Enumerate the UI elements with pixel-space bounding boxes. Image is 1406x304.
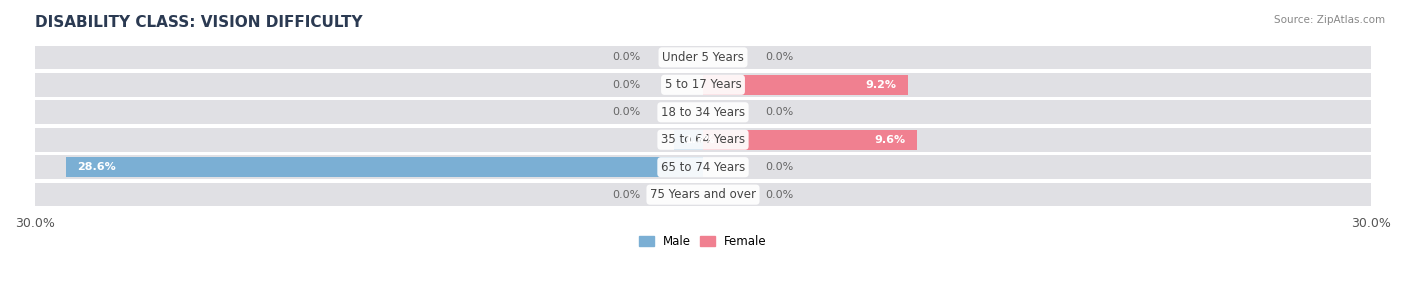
- Bar: [35, 183, 1371, 206]
- Text: 0.0%: 0.0%: [765, 162, 793, 172]
- Text: 0.0%: 0.0%: [765, 190, 793, 200]
- Text: 9.6%: 9.6%: [875, 135, 905, 145]
- Bar: [35, 46, 1371, 69]
- Text: 0.0%: 0.0%: [613, 107, 641, 117]
- Bar: [703, 130, 917, 150]
- Text: 5 to 17 Years: 5 to 17 Years: [665, 78, 741, 91]
- Text: 0.0%: 0.0%: [765, 52, 793, 62]
- Text: Source: ZipAtlas.com: Source: ZipAtlas.com: [1274, 15, 1385, 25]
- Text: 65 to 74 Years: 65 to 74 Years: [661, 161, 745, 174]
- Text: 0.0%: 0.0%: [613, 52, 641, 62]
- Text: 35 to 64 Years: 35 to 64 Years: [661, 133, 745, 146]
- Legend: Male, Female: Male, Female: [634, 230, 772, 253]
- Bar: [35, 100, 1371, 124]
- Text: 75 Years and over: 75 Years and over: [650, 188, 756, 201]
- Text: 0.0%: 0.0%: [613, 80, 641, 90]
- Bar: [35, 73, 1371, 97]
- Bar: [673, 130, 703, 150]
- Text: 28.6%: 28.6%: [77, 162, 117, 172]
- Text: 18 to 34 Years: 18 to 34 Years: [661, 106, 745, 119]
- Text: 9.2%: 9.2%: [866, 80, 897, 90]
- Bar: [66, 157, 703, 177]
- Bar: [35, 128, 1371, 151]
- Text: Under 5 Years: Under 5 Years: [662, 51, 744, 64]
- Text: 1.3%: 1.3%: [685, 135, 716, 145]
- Bar: [35, 155, 1371, 179]
- Bar: [703, 75, 908, 95]
- Text: 0.0%: 0.0%: [613, 190, 641, 200]
- Text: 0.0%: 0.0%: [765, 107, 793, 117]
- Text: DISABILITY CLASS: VISION DIFFICULTY: DISABILITY CLASS: VISION DIFFICULTY: [35, 15, 363, 30]
